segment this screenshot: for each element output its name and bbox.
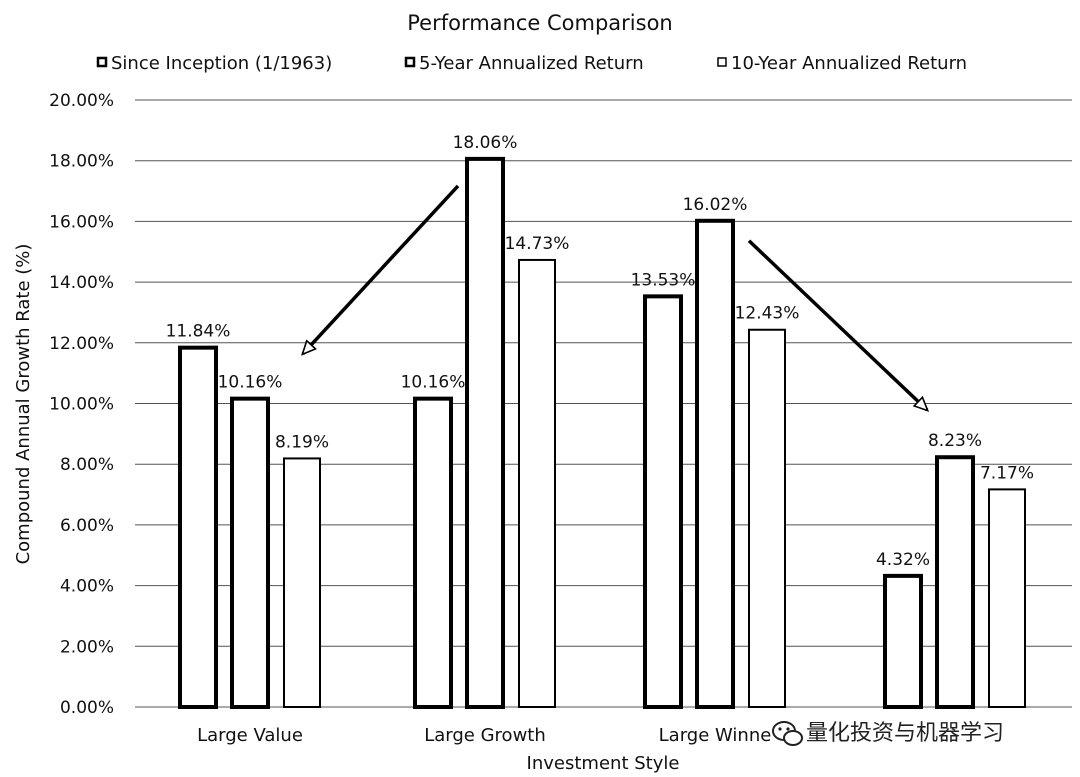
bar [695, 218, 735, 709]
legend-label: 10-Year Annualized Return [731, 53, 967, 74]
y-tick-label: 12.00% [49, 334, 114, 354]
x-axis-categories: Large Value Large Growth Large Winne [197, 725, 771, 746]
legend: Since Inception (1/1963) 5-Year Annualize… [96, 53, 967, 74]
bar [465, 156, 505, 709]
y-tick-label: 14.00% [49, 273, 114, 293]
wechat-icon [772, 721, 803, 746]
data-label: 11.84% [166, 322, 231, 342]
y-axis-title: Compound Annual Growth Rate (%) [13, 244, 34, 565]
y-tick-label: 4.00% [60, 577, 114, 597]
annotation-arrow [747, 239, 927, 410]
bar [230, 396, 270, 709]
bar [988, 488, 1026, 708]
watermark-text: 量化投资与机器学习 [806, 721, 1004, 746]
data-label: 7.17% [980, 463, 1034, 483]
bar [883, 573, 923, 709]
y-tick-label: 6.00% [60, 516, 114, 536]
annotation-arrow [303, 184, 460, 354]
y-tick-label: 18.00% [49, 152, 114, 172]
data-label: 14.73% [505, 234, 570, 254]
watermark: 量化投资与机器学习 [772, 721, 1004, 746]
gridlines [135, 99, 1072, 708]
data-labels: 11.84% 10.16% 13.53% 4.32% 10.16% 18.06% 16.02… [166, 133, 1034, 570]
legend-label: 5-Year Annualized Return [419, 53, 644, 74]
legend-label: Since Inception (1/1963) [111, 53, 332, 74]
chart-title: Performance Comparison [407, 11, 672, 35]
category-label: Large Winne [659, 725, 772, 746]
data-label: 8.23% [928, 431, 982, 451]
bar [643, 294, 683, 709]
legend-swatch [717, 57, 727, 67]
data-label: 10.16% [401, 373, 466, 393]
category-label: Large Value [197, 725, 303, 746]
legend-swatch [404, 56, 416, 68]
data-label: 16.02% [683, 195, 748, 215]
bar [935, 455, 975, 710]
data-label: 12.43% [735, 304, 800, 324]
y-tick-label: 0.00% [60, 698, 114, 718]
data-label: 8.19% [275, 432, 329, 452]
y-tick-label: 10.00% [49, 395, 114, 415]
bars [178, 156, 1026, 710]
bar [748, 328, 786, 708]
x-axis-title: Investment Style [527, 753, 680, 774]
y-tick-label: 20.00% [49, 91, 114, 111]
bar [178, 345, 218, 709]
y-axis-ticks: 0.00% 2.00% 4.00% 6.00% 8.00% 10.00% 12.00% 14.… [49, 91, 114, 718]
data-label: 18.06% [453, 133, 518, 153]
data-label: 4.32% [876, 550, 930, 570]
bar [413, 396, 453, 709]
y-tick-label: 8.00% [60, 455, 114, 475]
legend-swatch [96, 56, 108, 68]
y-tick-label: 16.00% [49, 212, 114, 232]
annotation-arrows [303, 184, 927, 410]
data-label: 13.53% [631, 270, 696, 290]
data-label: 10.16% [218, 373, 283, 393]
bar [518, 258, 556, 708]
bar [283, 457, 321, 708]
y-tick-label: 2.00% [60, 637, 114, 657]
category-label: Large Growth [424, 725, 546, 746]
